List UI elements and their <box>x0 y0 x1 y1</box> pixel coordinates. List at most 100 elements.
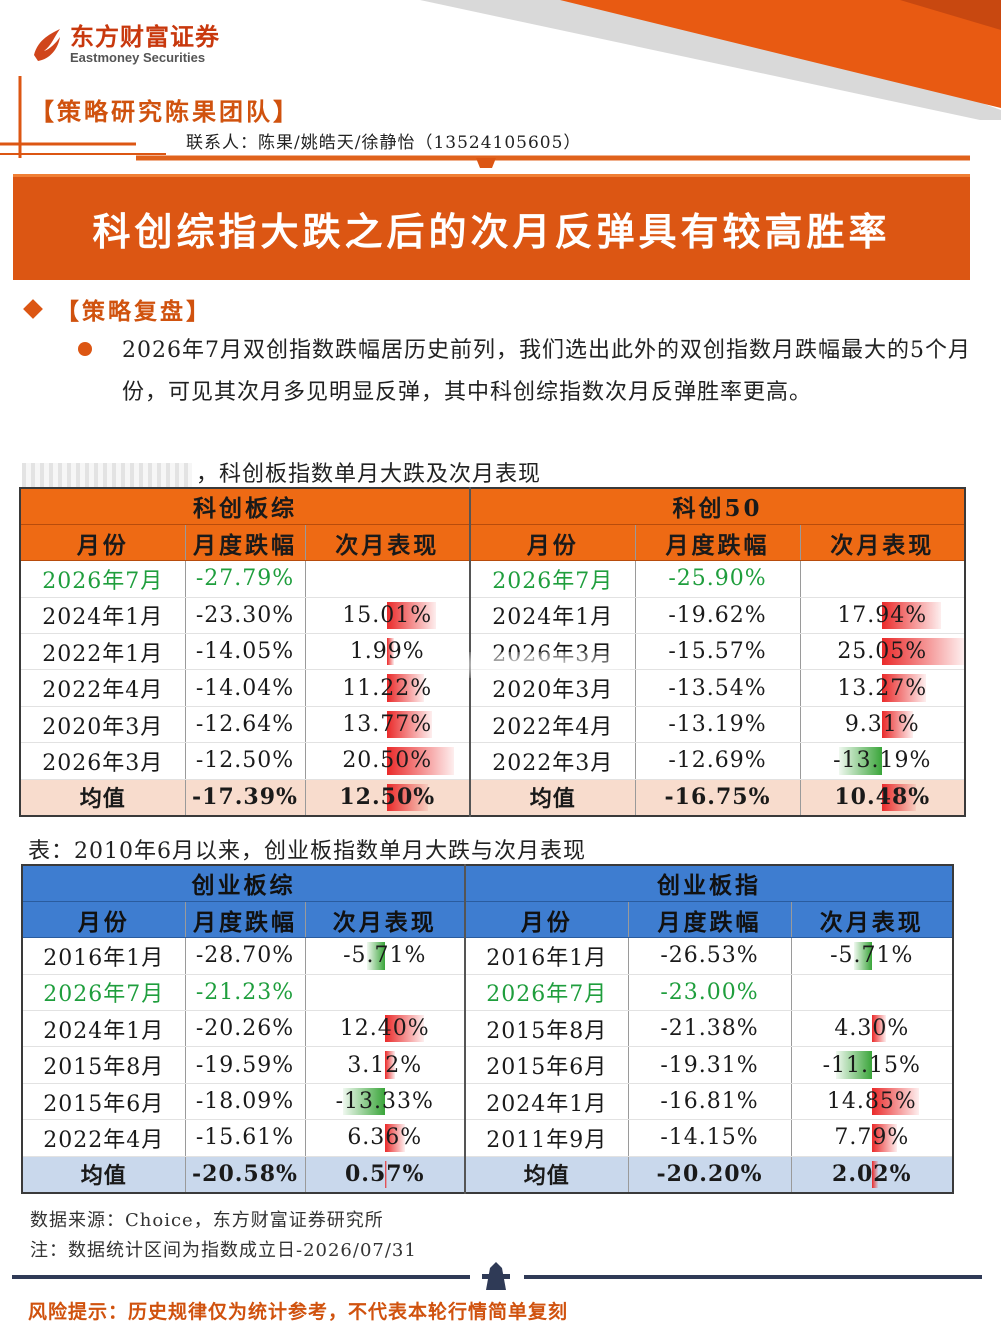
positive-data-bar <box>384 1051 395 1079</box>
column-header: 月份 <box>22 901 186 939</box>
positive-data-bar <box>384 1124 405 1152</box>
next-month-value: 17.94% <box>837 602 928 628</box>
next-month-value: -5.71% <box>343 943 427 969</box>
negative-data-bar <box>342 1087 385 1116</box>
month-cell: 2016年1月 <box>465 937 629 975</box>
month-cell: 2015年8月 <box>22 1046 186 1084</box>
table-row: 2015年6月 -18.09% -13.33% 2024年1月 -16.81% 14.85… <box>22 1083 954 1121</box>
next-month-value: 14.85% <box>826 1089 917 1115</box>
month-cell: 2022年4月 <box>470 706 636 744</box>
table-row: 2022年1月 -14.05% 1.99% 2026年3月 -15.57% 25.05% <box>20 633 966 671</box>
group-header-row: 创业板综 创业板指 <box>22 865 954 902</box>
negative-data-bar <box>366 942 385 970</box>
column-header: 次月表现 <box>791 901 954 939</box>
next-month-cell: 25.05% <box>800 633 966 671</box>
decline-cell: -23.00% <box>628 974 792 1012</box>
next-month-cell: 13.27% <box>800 669 966 707</box>
positive-data-bar <box>387 638 394 666</box>
positive-data-bar <box>384 1015 424 1043</box>
next-month-value: 1.99% <box>349 639 425 665</box>
next-month-value: 13.27% <box>837 675 928 701</box>
positive-data-bar <box>882 710 913 739</box>
next-month-value: 25.05% <box>837 639 928 665</box>
next-month-cell: 20.50% <box>305 742 472 780</box>
column-header-row: 月份 月度跌幅 次月表现 月份 月度跌幅 次月表现 <box>20 524 966 562</box>
next-month-value: 6.36% <box>347 1125 423 1151</box>
next-month-cell: 3.12% <box>305 1046 467 1084</box>
negative-data-bar <box>836 1051 872 1079</box>
risk-warning: 风险提示：历史规律仅为统计参考，不代表本轮行情简单复刻 <box>28 1301 569 1323</box>
decline-cell: -23.30% <box>185 597 306 635</box>
month-cell: 2024年1月 <box>465 1083 629 1121</box>
month-cell: 2020年3月 <box>470 669 636 707</box>
average-next-month-cell: 10.48% <box>800 779 966 817</box>
average-row: 均值 -20.58% 0.57% 均值 -20.20% 2.02% <box>22 1156 954 1194</box>
column-header: 月份 <box>465 901 629 939</box>
average-value: 12.50% <box>339 784 436 811</box>
next-month-value: 9.31% <box>844 712 920 738</box>
table-row: 2016年1月 -28.70% -5.71% 2016年1月 -26.53% -5.71% <box>22 937 954 975</box>
decline-cell: -16.81% <box>628 1083 792 1121</box>
month-cell: 2026年3月 <box>20 742 186 780</box>
star-market-table: 科创板综 科创50 月份 月度跌幅 次月表现 月份 月度跌幅 次月表现 2026年7月 -27.7… <box>19 487 967 817</box>
next-month-value: 15.01% <box>342 602 433 628</box>
positive-data-bar <box>871 1015 886 1043</box>
positive-data-bar <box>871 1087 920 1116</box>
diamond-bullet-icon <box>23 299 43 319</box>
group-header: 科创50 <box>470 488 966 525</box>
decline-cell: -21.38% <box>628 1010 792 1048</box>
month-cell: 2016年1月 <box>22 937 186 975</box>
next-month-value: 3.12% <box>347 1052 423 1078</box>
column-header: 次月表现 <box>305 524 472 562</box>
positive-data-bar <box>387 747 455 775</box>
average-next-month-cell: 0.57% <box>305 1156 467 1194</box>
average-label: 均值 <box>22 1156 186 1194</box>
average-next-month-cell: 2.02% <box>791 1156 954 1194</box>
next-month-cell: -13.33% <box>305 1083 467 1121</box>
month-cell: 2024年1月 <box>470 597 636 635</box>
chinext-table: 创业板综 创业板指 月份 月度跌幅 次月表现 月份 月度跌幅 次月表现 2016年1月 -28.7… <box>21 864 955 1194</box>
circle-bullet-icon <box>78 342 92 356</box>
decline-cell: -14.15% <box>628 1119 792 1157</box>
decline-cell: -26.53% <box>628 937 792 975</box>
column-header-row: 月份 月度跌幅 次月表现 月份 月度跌幅 次月表现 <box>22 901 954 939</box>
column-header: 月度跌幅 <box>635 524 801 562</box>
next-month-value: 13.77% <box>342 712 433 738</box>
positive-data-bar <box>387 783 429 811</box>
month-cell: 2026年3月 <box>470 633 636 671</box>
positive-data-bar <box>882 783 917 811</box>
blurred-caption-prefix <box>22 463 192 487</box>
footer-rule-left <box>12 1275 470 1279</box>
negative-data-bar <box>853 942 872 970</box>
next-month-cell <box>305 974 467 1012</box>
next-month-cell: 17.94% <box>800 597 966 635</box>
positive-data-bar <box>387 710 433 739</box>
logo-cn-text: 东方财富证券 <box>70 23 220 51</box>
decline-cell: -12.64% <box>185 706 306 744</box>
decline-cell: -12.50% <box>185 742 306 780</box>
average-row: 均值 -17.39% 12.50% 均值 -16.75% 10.48% <box>20 779 966 817</box>
positive-data-bar <box>882 601 941 630</box>
next-month-value: 12.40% <box>339 1016 430 1042</box>
next-month-value: -5.71% <box>830 943 914 969</box>
positive-data-bar <box>882 638 965 666</box>
month-cell: 2024年1月 <box>20 597 186 635</box>
month-cell: 2020年3月 <box>20 706 186 744</box>
average-value: 0.57% <box>345 1161 425 1188</box>
table-row: 2022年4月 -14.04% 11.22% 2020年3月 -13.54% 13.27% <box>20 669 966 707</box>
column-header: 月度跌幅 <box>185 901 306 939</box>
decline-cell: -18.09% <box>185 1083 306 1121</box>
next-month-value: -13.33% <box>335 1089 434 1115</box>
next-month-cell: 15.01% <box>305 597 472 635</box>
group-header: 创业板指 <box>465 865 954 902</box>
table-row: 2024年1月 -23.30% 15.01% 2024年1月 -19.62% 17.94% <box>20 597 966 635</box>
table1-caption: ，科创板指数单月大跌及次月表现 <box>22 456 541 488</box>
table-row: 2024年1月 -20.26% 12.40% 2015年8月 -21.38% 4.30% <box>22 1010 954 1048</box>
decline-cell: -27.79% <box>185 560 306 598</box>
table-row: 2026年3月 -12.50% 20.50% 2022年3月 -12.69% -13.19… <box>20 742 966 780</box>
next-month-value: -13.19% <box>833 748 932 774</box>
column-header: 次月表现 <box>305 901 467 939</box>
next-month-value: 4.30% <box>834 1016 910 1042</box>
decline-cell: -25.90% <box>635 560 801 598</box>
next-month-cell <box>800 560 966 598</box>
